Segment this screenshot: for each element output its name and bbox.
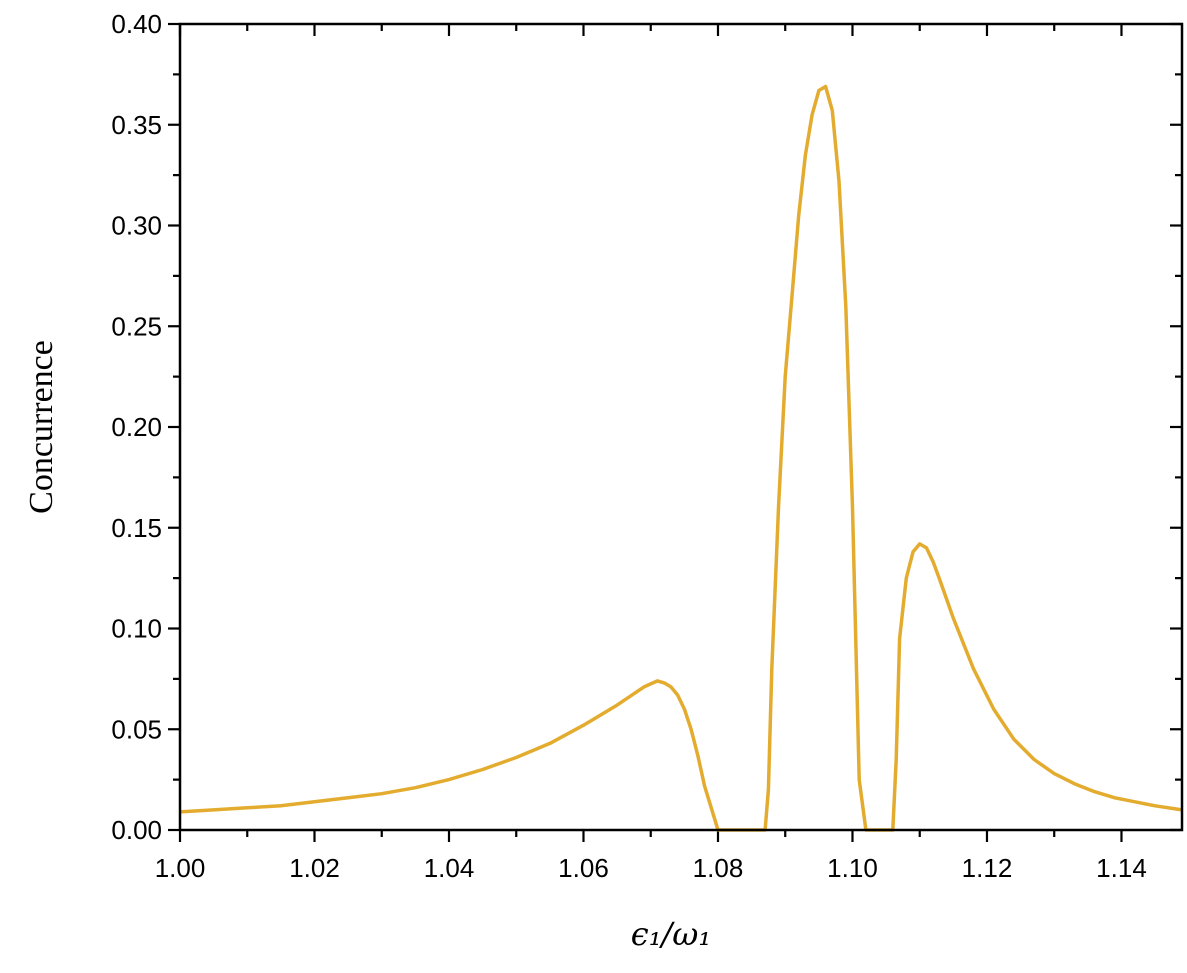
y-tick-label: 0.10	[111, 614, 162, 644]
x-axis-label: ϵ₁/ω₁	[631, 915, 711, 953]
x-tick-label: 1.02	[289, 853, 340, 883]
y-axis-label: Concurrence	[23, 340, 60, 514]
x-tick-label: 1.10	[827, 853, 878, 883]
x-tick-label: 1.04	[424, 853, 475, 883]
y-tick-label: 0.25	[111, 311, 162, 341]
plot-frame	[178, 22, 1184, 832]
x-tick-label: 1.06	[558, 853, 609, 883]
y-tick-label: 0.20	[111, 412, 162, 442]
y-tick-label: 0.15	[111, 513, 162, 543]
axis-ticks	[168, 22, 1182, 842]
y-tick-label: 0.35	[111, 110, 162, 140]
y-tick-label: 0.30	[111, 211, 162, 241]
x-tick-label: 1.00	[155, 853, 206, 883]
x-tick-label: 1.12	[962, 853, 1013, 883]
y-tick-label: 0.00	[111, 815, 162, 845]
x-tick-label: 1.08	[693, 853, 744, 883]
y-tick-label: 0.05	[111, 714, 162, 744]
y-tick-label: 0.40	[111, 9, 162, 39]
series-line	[179, 84, 1183, 832]
x-tick-label: 1.14	[1096, 853, 1147, 883]
tick-labels: 1.00 1.02 1.04 1.06 1.08 1.10 1.12 1.14 0.00 0.05…	[111, 9, 1146, 883]
